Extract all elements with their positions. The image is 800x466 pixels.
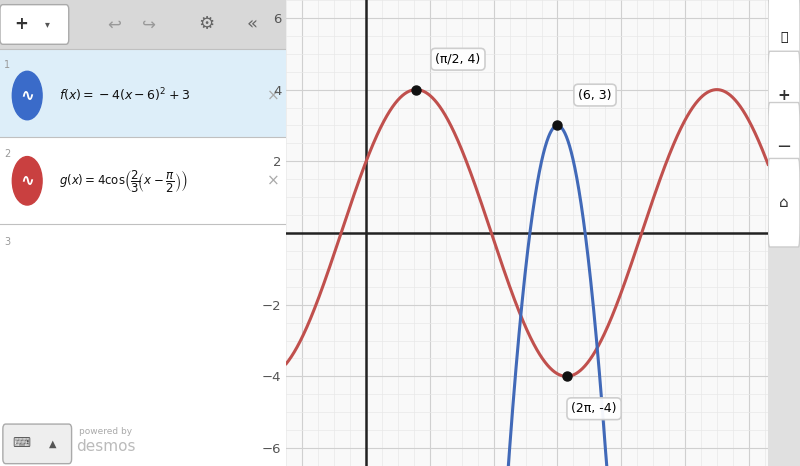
Text: ×: × (267, 173, 280, 188)
Text: ⌨: ⌨ (13, 437, 30, 450)
FancyBboxPatch shape (768, 158, 800, 247)
FancyBboxPatch shape (0, 5, 69, 44)
Text: ▾: ▾ (45, 19, 50, 29)
Text: ×: × (267, 88, 280, 103)
FancyBboxPatch shape (3, 424, 72, 464)
FancyBboxPatch shape (0, 137, 286, 224)
Text: ⌂: ⌂ (779, 195, 789, 210)
Text: ∿: ∿ (20, 172, 34, 190)
FancyBboxPatch shape (0, 224, 286, 466)
Text: +: + (778, 88, 790, 103)
FancyBboxPatch shape (768, 103, 800, 191)
Text: «: « (246, 15, 258, 33)
Text: $g(x) = 4\cos\!\left(\dfrac{2}{3}\!\left(x - \dfrac{\pi}{2}\right)\right)$: $g(x) = 4\cos\!\left(\dfrac{2}{3}\!\left… (58, 168, 187, 194)
Text: (2π, -4): (2π, -4) (571, 402, 617, 415)
Text: ⚙: ⚙ (198, 15, 214, 33)
FancyBboxPatch shape (768, 0, 800, 84)
Text: 🔧: 🔧 (780, 31, 788, 44)
Text: +: + (14, 15, 29, 33)
FancyBboxPatch shape (768, 51, 800, 140)
Text: (6, 3): (6, 3) (578, 89, 612, 102)
Text: (π/2, 4): (π/2, 4) (435, 53, 481, 66)
Text: 2: 2 (4, 149, 10, 159)
Text: ↪: ↪ (142, 15, 156, 33)
Text: 3: 3 (4, 237, 10, 247)
Circle shape (12, 71, 42, 120)
Text: 1: 1 (4, 60, 10, 70)
FancyBboxPatch shape (0, 0, 286, 49)
Text: −: − (777, 138, 791, 156)
Text: powered by: powered by (79, 426, 133, 436)
Text: ▲: ▲ (50, 439, 57, 449)
Circle shape (12, 157, 42, 205)
Text: ↩: ↩ (108, 15, 122, 33)
Text: ∿: ∿ (20, 87, 34, 104)
FancyBboxPatch shape (0, 49, 286, 137)
Text: desmos: desmos (76, 439, 136, 454)
Text: $f(x) = -4(x-6)^2 + 3$: $f(x) = -4(x-6)^2 + 3$ (58, 87, 190, 104)
